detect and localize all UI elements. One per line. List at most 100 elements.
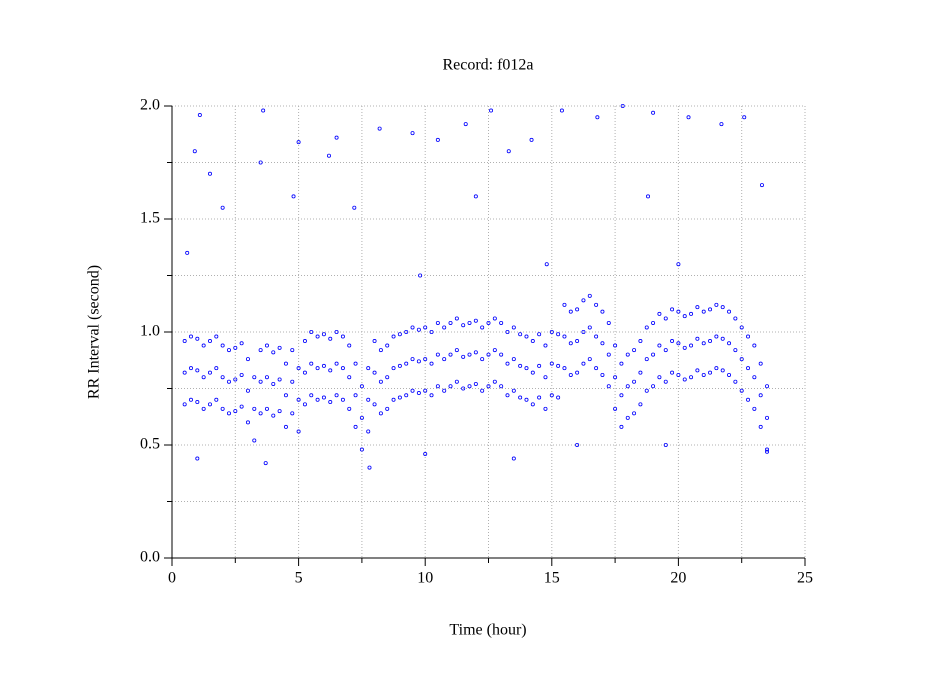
point (581, 298, 586, 303)
point (758, 393, 763, 398)
point (714, 334, 719, 339)
point (575, 307, 580, 312)
point (226, 348, 231, 353)
point (739, 357, 744, 362)
point (416, 391, 421, 396)
point (530, 370, 535, 375)
point (435, 137, 440, 142)
x-tick-label: 5 (295, 570, 303, 587)
point (701, 372, 706, 377)
point (708, 307, 713, 312)
point (207, 402, 212, 407)
y-tick-label: 2.0 (140, 97, 160, 114)
point (644, 357, 649, 362)
point (613, 406, 618, 411)
point (359, 447, 364, 452)
point (220, 375, 225, 380)
point (544, 262, 549, 267)
point (353, 424, 358, 429)
point (499, 384, 504, 389)
point (454, 348, 459, 353)
point (372, 402, 377, 407)
point (185, 250, 190, 255)
point (385, 343, 390, 348)
point (530, 339, 535, 344)
point (391, 366, 396, 371)
point (296, 366, 301, 371)
point (518, 363, 523, 368)
point (423, 325, 428, 330)
point (537, 395, 542, 400)
point (442, 325, 447, 330)
point (315, 397, 320, 402)
point (397, 363, 402, 368)
point (195, 400, 200, 405)
point (423, 357, 428, 362)
point (682, 377, 687, 382)
point (682, 314, 687, 319)
x-tick-label: 20 (670, 570, 686, 587)
point (410, 388, 415, 393)
point (759, 183, 764, 188)
point (720, 336, 725, 341)
point (296, 429, 301, 434)
point (207, 370, 212, 375)
point (233, 345, 238, 350)
point (366, 429, 371, 434)
y-tick-label: 1.5 (140, 210, 160, 227)
point (765, 415, 770, 420)
x-tick-label: 10 (417, 570, 433, 587)
point (214, 366, 219, 371)
point (220, 406, 225, 411)
point (613, 343, 618, 348)
point (233, 409, 238, 414)
point (296, 140, 301, 145)
point (742, 115, 747, 120)
point (765, 449, 770, 454)
point (739, 325, 744, 330)
point (739, 388, 744, 393)
point (352, 205, 357, 210)
y-axis-label: RR Interval (second) (86, 265, 103, 399)
point (663, 348, 668, 353)
point (410, 131, 415, 136)
point (663, 442, 668, 447)
point (442, 357, 447, 362)
point (657, 343, 662, 348)
point (492, 316, 497, 321)
point (587, 325, 592, 330)
point (556, 363, 561, 368)
point (701, 309, 706, 314)
point (511, 325, 516, 330)
point (271, 381, 276, 386)
point (309, 329, 314, 334)
point (511, 456, 516, 461)
point (404, 393, 409, 398)
point (214, 397, 219, 402)
point (454, 379, 459, 384)
point (220, 205, 225, 210)
point (651, 110, 656, 115)
point (676, 372, 681, 377)
x-tick-label: 15 (544, 570, 560, 587)
point (378, 348, 383, 353)
point (594, 302, 599, 307)
y-tick-label: 1.0 (140, 323, 160, 340)
point (606, 352, 611, 357)
point (283, 424, 288, 429)
point (499, 352, 504, 357)
point (220, 343, 225, 348)
point (676, 341, 681, 346)
point (416, 327, 421, 332)
point (657, 311, 662, 316)
point (340, 397, 345, 402)
point (486, 384, 491, 389)
point (587, 357, 592, 362)
point (207, 339, 212, 344)
point (524, 366, 529, 371)
point (467, 352, 472, 357)
point (733, 348, 738, 353)
point (638, 402, 643, 407)
point (340, 334, 345, 339)
point (366, 366, 371, 371)
